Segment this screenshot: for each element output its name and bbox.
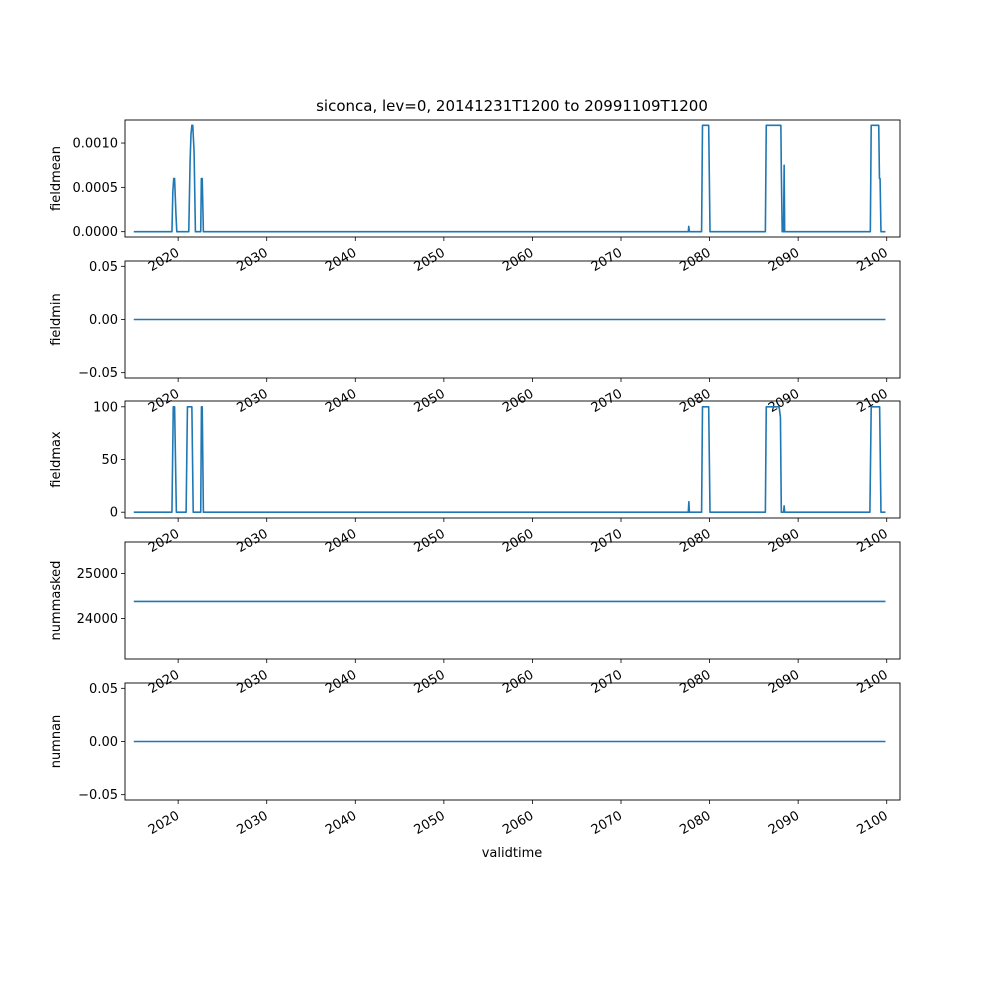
fieldmax-x-tick-label: 2100 — [855, 526, 891, 556]
numnan-x-tick-label: 2060 — [500, 808, 536, 838]
nummasked-plot-frame — [124, 541, 901, 660]
nummasked-x-tick-label: 2020 — [146, 667, 182, 697]
numnan-y-tick-label: 0.05 — [89, 682, 118, 697]
fieldmean-x-tick-label: 2040 — [323, 245, 359, 275]
fieldmax-x-tick-label: 2020 — [146, 526, 182, 556]
numnan-y-axis-label: numnan — [49, 715, 64, 769]
numnan-x-tick-label: 2070 — [589, 808, 625, 838]
fieldmean-x-tick-label: 2070 — [589, 245, 625, 275]
numnan-y-tick-label: 0.00 — [89, 735, 118, 750]
fieldmean-plot-frame — [124, 119, 901, 238]
fieldmean-x-tick-label: 2020 — [146, 245, 182, 275]
fieldmax-x-tick-label: 2070 — [589, 526, 625, 556]
numnan-x-tick-label: 2040 — [323, 808, 359, 838]
fieldmin-y-tick-label: 0.05 — [89, 260, 118, 275]
numnan-x-tick-label: 2080 — [677, 808, 713, 838]
nummasked-x-tick-label: 2070 — [589, 667, 625, 697]
fieldmax-x-tick-label: 2060 — [500, 526, 536, 556]
fieldmax-y-tick-label: 100 — [93, 400, 118, 415]
fieldmax-y-tick-label: 50 — [101, 453, 118, 468]
fieldmax-x-tick-label: 2040 — [323, 526, 359, 556]
numnan-plot-frame — [124, 682, 901, 801]
nummasked-x-tick-label: 2050 — [412, 667, 448, 697]
numnan-x-tick-label: 2100 — [855, 808, 891, 838]
fieldmean-x-tick-label: 2080 — [677, 245, 713, 275]
fieldmean-y-tick-label: 0.0010 — [73, 137, 119, 152]
nummasked-x-tick-label: 2040 — [323, 667, 359, 697]
nummasked-x-tick-label: 2060 — [500, 667, 536, 697]
fieldmax-x-tick-label: 2030 — [235, 526, 271, 556]
fieldmax-plot-frame — [124, 400, 901, 519]
fieldmean-x-tick-label: 2100 — [855, 245, 891, 275]
fieldmax-x-tick-label: 2080 — [677, 526, 713, 556]
fieldmin-y-tick-label: −0.05 — [78, 366, 118, 381]
fieldmin-y-axis-label: fieldmin — [49, 293, 64, 346]
fieldmin-y-tick-label: 0.00 — [89, 313, 118, 328]
numnan-y-tick-label: −0.05 — [78, 788, 118, 803]
nummasked-x-tick-label: 2100 — [855, 667, 891, 697]
nummasked-y-axis-label: nummasked — [49, 561, 64, 641]
nummasked-x-tick-label: 2090 — [766, 667, 802, 697]
fieldmean-x-tick-label: 2090 — [766, 245, 802, 275]
fieldmean-x-tick-label: 2050 — [412, 245, 448, 275]
fieldmean-series-line — [133, 124, 886, 233]
fieldmax-x-tick-label: 2050 — [412, 526, 448, 556]
x-axis-label: validtime — [482, 846, 543, 861]
fieldmax-series-line — [133, 405, 886, 514]
numnan-x-tick-label: 2030 — [235, 808, 271, 838]
fieldmax-y-tick-label: 0 — [110, 506, 118, 521]
numnan-x-tick-label: 2020 — [146, 808, 182, 838]
numnan-x-tick-label: 2050 — [412, 808, 448, 838]
fieldmin-plot-frame — [124, 260, 901, 379]
fieldmean-x-tick-label: 2030 — [235, 245, 271, 275]
nummasked-y-tick-label: 24000 — [77, 612, 118, 627]
nummasked-x-tick-label: 2030 — [235, 667, 271, 697]
chart-title: siconca, lev=0, 20141231T1200 to 2099110… — [316, 97, 708, 115]
fieldmax-y-axis-label: fieldmax — [49, 431, 64, 488]
fieldmean-y-tick-label: 0.0000 — [73, 225, 119, 240]
fieldmean-y-tick-label: 0.0005 — [73, 181, 119, 196]
fieldmean-y-axis-label: fieldmean — [49, 146, 64, 211]
nummasked-x-tick-label: 2080 — [677, 667, 713, 697]
numnan-x-tick-label: 2090 — [766, 808, 802, 838]
fieldmean-x-tick-label: 2060 — [500, 245, 536, 275]
nummasked-y-tick-label: 25000 — [77, 567, 118, 582]
fieldmax-x-tick-label: 2090 — [766, 526, 802, 556]
